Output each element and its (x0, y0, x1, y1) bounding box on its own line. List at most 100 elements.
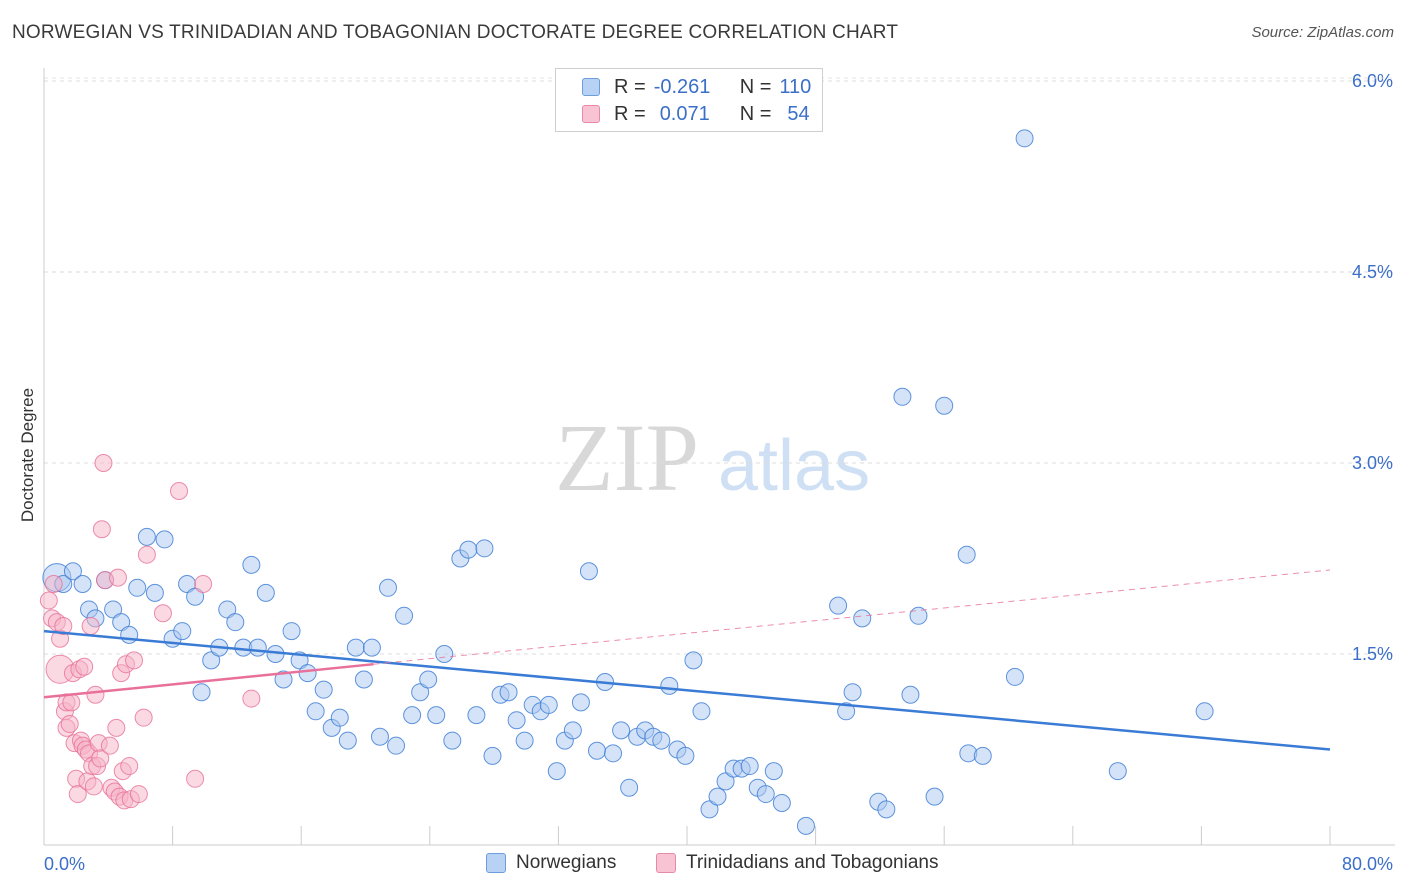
legend-label-norwegians: Norwegians (516, 852, 617, 873)
point-trinidadians (108, 568, 127, 587)
point-trinidadians (153, 604, 172, 623)
point-norwegians (218, 600, 237, 619)
y-tick-label: 6.0% (1352, 71, 1393, 91)
n-value-pink: 54 (787, 102, 810, 125)
point-norwegians (459, 540, 478, 559)
legend-label-trinidadians: Trinidadians and Tobagonians (686, 852, 939, 873)
point-norwegians (764, 762, 783, 781)
point-norwegians (957, 545, 976, 564)
point-norwegians (1108, 762, 1127, 781)
point-norwegians (73, 574, 92, 593)
point-trinidadians (39, 591, 58, 610)
point-norwegians (893, 387, 912, 406)
point-norwegians (379, 578, 398, 597)
point-trinidadians (91, 749, 110, 768)
point-norwegians (298, 664, 317, 683)
point-norwegians (1015, 129, 1034, 148)
point-norwegians (256, 583, 275, 602)
blue-swatch (582, 78, 600, 96)
point-norwegians (587, 741, 606, 760)
point-norwegians (796, 816, 815, 835)
legend-item-trinidadians: Trinidadians and Tobagonians (656, 852, 938, 874)
point-norwegians (539, 695, 558, 714)
point-trinidadians (125, 651, 144, 670)
point-norwegians (1005, 667, 1024, 686)
point-norwegians (620, 778, 639, 797)
point-trinidadians (86, 685, 105, 704)
point-norwegians (435, 645, 454, 664)
point-norwegians (173, 622, 192, 641)
point-norwegians (925, 787, 944, 806)
point-norwegians (909, 606, 928, 625)
point-trinidadians (75, 657, 94, 676)
point-norwegians (362, 638, 381, 657)
point-norwegians (700, 800, 719, 819)
point-trinidadians (94, 454, 113, 473)
point-trinidadians (100, 736, 119, 755)
point-norwegians (853, 609, 872, 628)
point-trinidadians (120, 757, 139, 776)
point-norwegians (660, 676, 679, 695)
r-label: R = (614, 75, 646, 98)
point-trinidadians (44, 574, 63, 593)
legend-row-norwegians: R = -0.261 N = 110 (582, 74, 811, 100)
point-norwegians (507, 711, 526, 730)
legend-item-norwegians: Norwegians (486, 852, 616, 874)
point-norwegians (843, 683, 862, 702)
point-trinidadians (54, 616, 73, 635)
point-trinidadians (92, 520, 111, 539)
point-trinidadians (62, 693, 81, 712)
point-norwegians (708, 787, 727, 806)
watermark-zip: ZIP (555, 404, 699, 511)
point-norwegians (467, 706, 486, 725)
point-norwegians (387, 736, 406, 755)
point-norwegians (63, 562, 82, 581)
point-norwegians (547, 762, 566, 781)
point-norwegians (155, 530, 174, 549)
point-norwegians (306, 702, 325, 721)
point-norwegians (740, 757, 759, 776)
point-norwegians (515, 731, 534, 750)
point-norwegians (1195, 702, 1214, 721)
point-norwegians (370, 727, 389, 746)
point-norwegians (579, 562, 598, 581)
point-norwegians (901, 685, 920, 704)
point-norwegians (330, 708, 349, 727)
watermark-atlas: atlas (718, 426, 870, 506)
point-norwegians (411, 683, 430, 702)
point-norwegians (837, 702, 856, 721)
point-norwegians (604, 744, 623, 763)
point-trinidadians (81, 616, 100, 635)
point-norwegians (137, 527, 156, 546)
point-trinidadians (68, 785, 87, 804)
point-norwegians (483, 746, 502, 765)
point-norwegians (499, 683, 518, 702)
point-norwegians (877, 800, 896, 819)
legend-row-trinidadians: R = 0.071 N = 54 (582, 101, 810, 127)
point-norwegians (104, 600, 123, 619)
point-norwegians (226, 613, 245, 632)
point-trinidadians (129, 785, 148, 804)
point-norwegians (145, 583, 164, 602)
point-norwegians (756, 785, 775, 804)
r-value-pink: 0.071 (659, 102, 710, 125)
point-norwegians (274, 670, 293, 689)
point-norwegians (128, 578, 147, 597)
n-label: N = (739, 102, 772, 125)
point-trinidadians (170, 482, 189, 501)
point-norwegians (563, 721, 582, 740)
chart-title: NORWEGIAN VS TRINIDADIAN AND TOBAGONIAN … (12, 22, 899, 43)
point-norwegians (571, 693, 590, 712)
point-trinidadians (186, 769, 205, 788)
r-label: R = (614, 102, 646, 125)
point-norwegians (676, 746, 695, 765)
trend-line-trinidadians (43, 662, 374, 699)
point-norwegians (403, 706, 422, 725)
point-norwegians (120, 625, 139, 644)
point-norwegians (829, 596, 848, 615)
y-tick-label: 3.0% (1352, 453, 1393, 473)
point-norwegians (716, 772, 735, 791)
point-trinidadians (137, 545, 156, 564)
point-norwegians (112, 613, 131, 632)
